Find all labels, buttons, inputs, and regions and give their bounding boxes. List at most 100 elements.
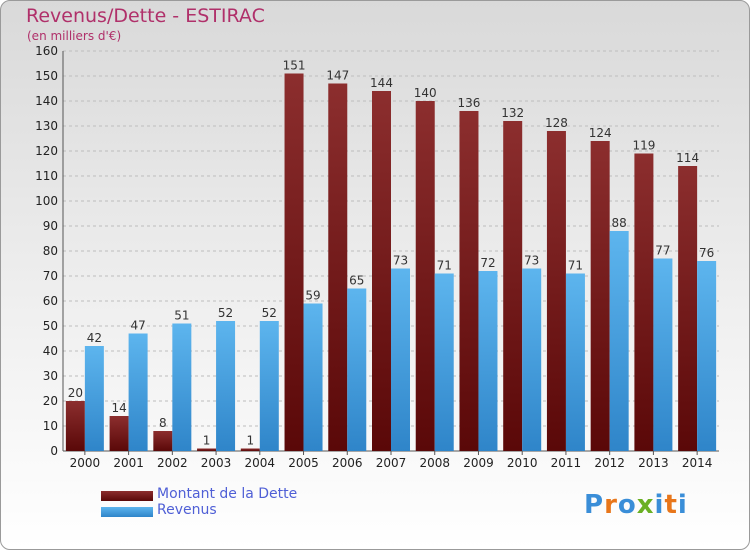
value-label-revenue: 47 [130, 319, 145, 333]
logo-letter: o [617, 490, 637, 520]
legend-swatch-debt [101, 491, 153, 501]
x-tick-label: 2002 [157, 456, 188, 470]
y-tick-label: 120 [35, 144, 58, 158]
bar-debt [546, 131, 566, 451]
value-label-revenue: 42 [87, 331, 102, 345]
value-label-debt: 124 [589, 126, 612, 140]
y-tick-label: 80 [43, 244, 58, 258]
x-tick-label: 2008 [419, 456, 450, 470]
bar-debt [372, 91, 391, 451]
y-tick-label: 10 [43, 419, 58, 433]
logo-letter: i [677, 490, 688, 520]
bar-revenue [216, 321, 236, 451]
value-label-revenue: 51 [174, 309, 189, 323]
logo-letter: t [664, 490, 678, 520]
x-tick-label: 2010 [507, 456, 538, 470]
legend-swatch-revenue [101, 507, 153, 517]
bar-revenue [653, 258, 673, 451]
legend-label-debt: Montant de la Dette [157, 486, 298, 502]
y-tick-label: 70 [43, 269, 58, 283]
logo-letter: x [636, 490, 655, 520]
bar-revenue [609, 231, 629, 451]
bar-debt [153, 431, 173, 451]
value-label-debt: 136 [458, 96, 481, 110]
bar-debt [459, 111, 479, 451]
bar-revenue [434, 273, 454, 451]
value-label-debt: 1 [246, 434, 254, 448]
value-label-revenue: 88 [612, 216, 627, 230]
legend: Montant de la Dette Revenus [101, 486, 361, 520]
x-tick-label: 2013 [638, 456, 669, 470]
x-tick-label: 2001 [113, 456, 144, 470]
value-label-debt: 8 [159, 416, 167, 430]
value-label-debt: 132 [501, 106, 524, 120]
value-label-debt: 147 [326, 69, 349, 83]
bar-revenue [478, 271, 498, 451]
bar-debt [328, 83, 348, 451]
proxiti-logo: Proxiti [584, 490, 688, 520]
bar-debt [284, 73, 304, 451]
value-label-revenue: 65 [349, 274, 364, 288]
y-tick-label: 150 [35, 69, 58, 83]
bar-debt [678, 166, 698, 451]
x-tick-label: 2006 [332, 456, 363, 470]
x-tick-label: 2004 [245, 456, 276, 470]
x-tick-label: 2005 [288, 456, 319, 470]
bar-debt [634, 153, 654, 451]
y-tick-label: 30 [43, 369, 58, 383]
y-tick-label: 160 [35, 44, 58, 58]
bar-revenue [128, 333, 148, 451]
x-tick-label: 2009 [463, 456, 494, 470]
x-tick-label: 2000 [70, 456, 101, 470]
bar-debt [197, 448, 217, 451]
value-label-debt: 119 [632, 139, 655, 153]
legend-item-revenue: Revenus [101, 502, 361, 520]
value-label-debt: 14 [111, 401, 126, 415]
value-label-revenue: 73 [524, 254, 539, 268]
value-label-debt: 114 [676, 151, 699, 165]
bar-revenue [303, 303, 323, 451]
value-label-debt: 151 [283, 59, 306, 73]
bar-revenue [391, 268, 410, 451]
bar-debt [240, 448, 260, 451]
value-label-revenue: 76 [699, 246, 714, 260]
bar-debt [109, 416, 129, 451]
bar-revenue [697, 261, 717, 451]
y-tick-label: 90 [43, 219, 58, 233]
x-tick-label: 2014 [682, 456, 713, 470]
value-label-revenue: 52 [262, 306, 277, 320]
bar-debt [503, 121, 523, 451]
y-tick-label: 20 [43, 394, 58, 408]
logo-letter: P [584, 490, 605, 520]
y-tick-label: 60 [43, 294, 58, 308]
y-tick-label: 100 [35, 194, 58, 208]
value-label-revenue: 71 [437, 259, 452, 273]
bar-debt [65, 401, 85, 451]
bar-revenue [522, 268, 542, 451]
value-label-debt: 144 [370, 76, 393, 90]
bar-revenue [172, 323, 192, 451]
value-label-revenue: 59 [305, 289, 320, 303]
y-tick-label: 0 [50, 444, 58, 458]
value-label-revenue: 72 [480, 256, 495, 270]
chart-title: Revenus/Dette - ESTIRAC [26, 5, 265, 27]
value-label-debt: 128 [545, 116, 568, 130]
x-tick-label: 2012 [594, 456, 625, 470]
x-tick-label: 2011 [551, 456, 582, 470]
logo-letter: r [604, 490, 618, 520]
value-label-revenue: 71 [568, 259, 583, 273]
value-label-revenue: 77 [655, 244, 670, 258]
legend-item-debt: Montant de la Dette [101, 486, 361, 504]
y-tick-label: 140 [35, 94, 58, 108]
value-label-debt: 20 [68, 386, 83, 400]
y-tick-label: 50 [43, 319, 58, 333]
bar-revenue [84, 346, 104, 451]
logo-letter: i [654, 490, 665, 520]
y-tick-label: 40 [43, 344, 58, 358]
bar-debt [590, 141, 610, 451]
bar-debt [415, 101, 435, 451]
value-label-debt: 1 [203, 434, 211, 448]
bar-revenue [259, 321, 279, 451]
